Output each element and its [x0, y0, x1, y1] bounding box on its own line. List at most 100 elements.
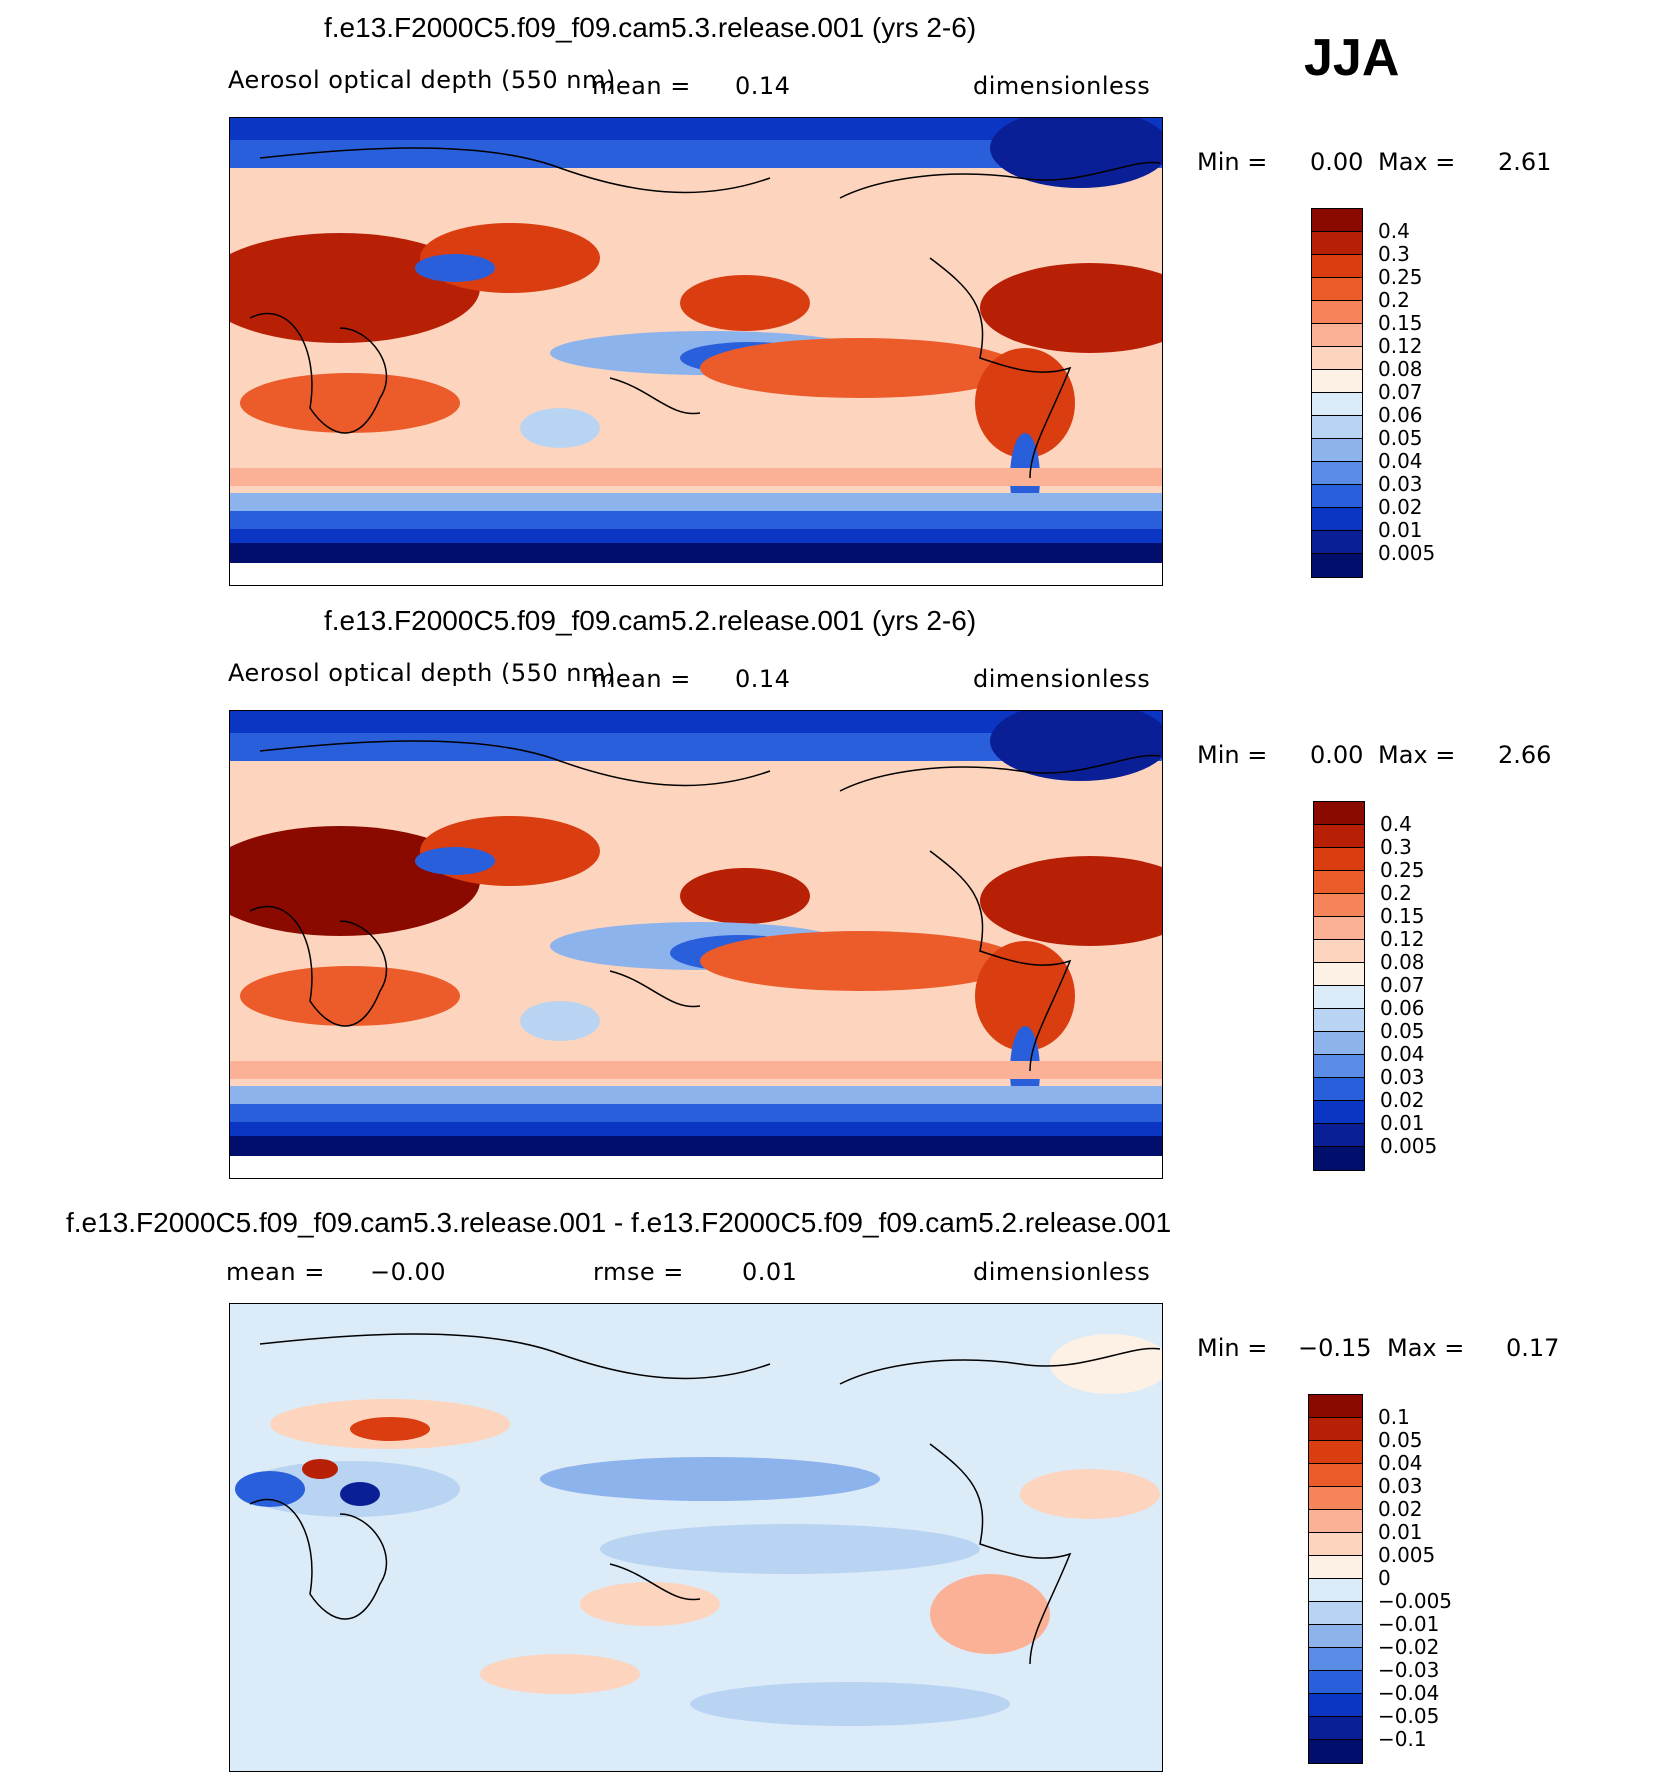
panel2-colorbar-label: 0.25 [1380, 858, 1425, 882]
panel2-units: dimensionless [973, 665, 1151, 693]
panel3-colorbar-label: 0.1 [1378, 1405, 1410, 1429]
panel2-colorbar-label: 0.005 [1380, 1134, 1438, 1158]
panel3-colorbar-swatch [1309, 1556, 1362, 1579]
panel3-colorbar-swatch [1309, 1671, 1362, 1694]
panel1-colorbar-swatch [1312, 255, 1362, 278]
panel2-title: f.e13.F2000C5.f09_f09.cam5.2.release.001… [324, 605, 977, 636]
panel2-mean-label: mean = [592, 665, 691, 693]
panel3-colorbar-swatch [1309, 1510, 1362, 1533]
panel1-colorbar-swatch [1312, 324, 1362, 347]
panel1-colorbar-label: 0.03 [1378, 472, 1423, 496]
panel2-map-field [230, 711, 1162, 1178]
panel1-colorbar-label: 0.07 [1378, 380, 1423, 404]
panel1-colorbar [1311, 208, 1363, 578]
panel2-colorbar-swatch [1314, 940, 1364, 963]
panel1-colorbar-swatch [1312, 393, 1362, 416]
panel3-mean-value: −0.00 [370, 1258, 447, 1286]
panel3-colorbar-swatch [1309, 1602, 1362, 1625]
panel1-min-label: Min = [1197, 148, 1268, 176]
panel2-colorbar-label: 0.03 [1380, 1065, 1425, 1089]
panel3-colorbar [1308, 1394, 1363, 1764]
panel3-colorbar-swatch [1309, 1441, 1362, 1464]
panel1-colorbar-label: 0.01 [1378, 518, 1423, 542]
panel2-min-value: 0.00 [1310, 741, 1364, 769]
panel3-mean-label: mean = [226, 1258, 325, 1286]
panel2-variable: Aerosol optical depth (550 nm) [228, 659, 616, 687]
panel1-title: f.e13.F2000C5.f09_f09.cam5.3.release.001… [324, 12, 977, 43]
panel3-units: dimensionless [973, 1258, 1151, 1286]
panel1-colorbar-swatch [1312, 301, 1362, 324]
panel1-colorbar-label: 0.2 [1378, 288, 1410, 312]
panel2-colorbar-label: 0.08 [1380, 950, 1425, 974]
season-label: JJA [1304, 29, 1400, 87]
panel1-colorbar-label: 0.25 [1378, 265, 1423, 289]
panel2-colorbar-swatch [1314, 871, 1364, 894]
panel2-colorbar-label: 0.02 [1380, 1088, 1425, 1112]
panel3-colorbar-label: −0.1 [1378, 1727, 1427, 1751]
panel2-colorbar-swatch [1314, 1078, 1364, 1101]
panel1-colorbar-label: 0.12 [1378, 334, 1423, 358]
panel1-colorbar-swatch [1312, 485, 1362, 508]
panel2-colorbar-swatch [1314, 1124, 1364, 1147]
panel3-colorbar-swatch [1309, 1579, 1362, 1602]
panel3-colorbar-label: 0 [1378, 1566, 1391, 1590]
panel1-variable: Aerosol optical depth (550 nm) [228, 66, 616, 94]
panel2-max-value: 2.66 [1498, 741, 1552, 769]
panel3-min-value: −0.15 [1298, 1334, 1372, 1362]
panel3-colorbar-label: 0.05 [1378, 1428, 1423, 1452]
panel1-colorbar-swatch [1312, 278, 1362, 301]
panel1-colorbar-label: 0.15 [1378, 311, 1423, 335]
panel3-colorbar-label: 0.01 [1378, 1520, 1423, 1544]
panel2-colorbar-swatch [1314, 1147, 1364, 1170]
panel2-colorbar [1313, 801, 1365, 1171]
panel2-max-label: Max = [1378, 741, 1456, 769]
panel3-rmse-value: 0.01 [742, 1258, 798, 1286]
panel2-colorbar-swatch [1314, 802, 1364, 825]
panel3-colorbar-swatch [1309, 1648, 1362, 1671]
panel1-colorbar-swatch [1312, 370, 1362, 393]
panel3-colorbar-swatch [1309, 1625, 1362, 1648]
panel2-colorbar-swatch [1314, 986, 1364, 1009]
panel3-colorbar-label: −0.05 [1378, 1704, 1440, 1728]
panel1-colorbar-swatch [1312, 508, 1362, 531]
panel3-colorbar-label: 0.02 [1378, 1497, 1423, 1521]
panel1-map-field [230, 118, 1162, 585]
panel2-colorbar-swatch [1314, 1032, 1364, 1055]
panel1-min-value: 0.00 [1310, 148, 1364, 176]
panel1-colorbar-label: 0.06 [1378, 403, 1423, 427]
panel1-colorbar-label: 0.3 [1378, 242, 1410, 266]
panel2-mean-value: 0.14 [735, 665, 791, 693]
panel3-colorbar-swatch [1309, 1487, 1362, 1510]
panel3-colorbar-swatch [1309, 1740, 1362, 1763]
panel1-colorbar-swatch [1312, 232, 1362, 255]
panel1-map [229, 117, 1163, 586]
panel1-colorbar-swatch [1312, 439, 1362, 462]
panel3-map [229, 1303, 1163, 1772]
panel1-colorbar-swatch [1312, 462, 1362, 485]
panel3-colorbar-swatch [1309, 1717, 1362, 1740]
panel1-colorbar-swatch [1312, 416, 1362, 439]
panel1-mean-value: 0.14 [735, 72, 791, 100]
panel3-min-label: Min = [1197, 1334, 1268, 1362]
panel2-colorbar-label: 0.07 [1380, 973, 1425, 997]
panel1-colorbar-swatch [1312, 347, 1362, 370]
panel3-colorbar-swatch [1309, 1533, 1362, 1556]
panel3-colorbar-label: 0.04 [1378, 1451, 1423, 1475]
panel2-colorbar-label: 0.15 [1380, 904, 1425, 928]
panel1-colorbar-swatch [1312, 554, 1362, 577]
panel3-rmse-label: rmse = [593, 1258, 684, 1286]
panel1-mean-label: mean = [592, 72, 691, 100]
panel1-colorbar-labels: 0.4 0.3 0.25 0.2 0.15 0.12 0.08 0.07 0.0… [1378, 220, 1435, 565]
panel3-title: f.e13.F2000C5.f09_f09.cam5.3.release.001… [66, 1207, 1172, 1238]
panel3-colorbar-label: 0.03 [1378, 1474, 1423, 1498]
panel3-colorbar-swatch [1309, 1418, 1362, 1441]
panel2-colorbar-swatch [1314, 1009, 1364, 1032]
panel2-colorbar-swatch [1314, 894, 1364, 917]
panel2-colorbar-label: 0.12 [1380, 927, 1425, 951]
panel1-colorbar-label: 0.04 [1378, 449, 1423, 473]
panel3-max-value: 0.17 [1506, 1334, 1560, 1362]
panel2-colorbar-label: 0.06 [1380, 996, 1425, 1020]
panel2-colorbar-label: 0.01 [1380, 1111, 1425, 1135]
panel2-colorbar-swatch [1314, 963, 1364, 986]
panel3-colorbar-label: −0.04 [1378, 1681, 1440, 1705]
